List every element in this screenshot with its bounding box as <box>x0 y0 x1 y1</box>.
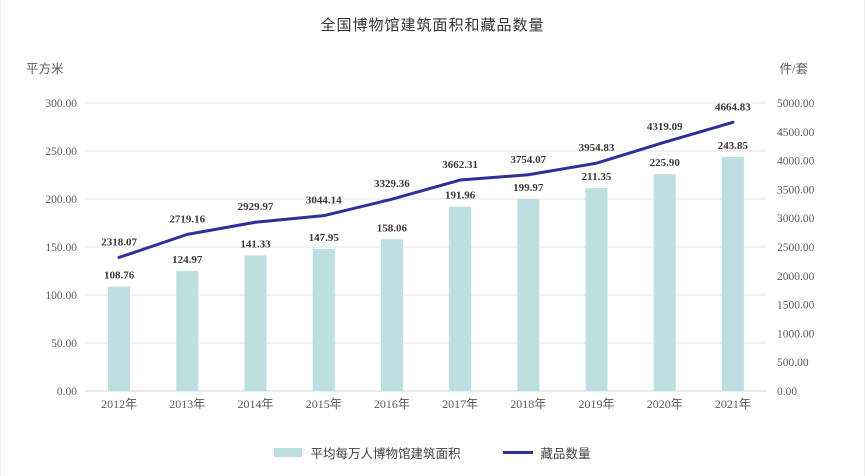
legend-swatch-line <box>502 451 533 454</box>
bar <box>653 174 676 391</box>
right-axis-tick-label: 3000.00 <box>777 213 815 225</box>
category-label: 2013年 <box>169 397 205 411</box>
bar-value-label: 225.90 <box>650 157 681 169</box>
category-label: 2016年 <box>374 397 410 411</box>
category-label: 2018年 <box>510 397 546 411</box>
category-label: 2012年 <box>101 397 137 411</box>
right-axis-tick-label: 4000.00 <box>777 156 815 168</box>
bar-value-label: 158.06 <box>377 222 408 234</box>
line-value-label: 3044.14 <box>306 195 342 207</box>
line-value-label: 4664.83 <box>715 101 751 113</box>
bar <box>517 199 540 391</box>
right-axis-tick-label: 3500.00 <box>777 184 815 196</box>
line-value-label: 3754.07 <box>510 154 546 166</box>
right-axis-tick-label: 1000.00 <box>777 328 815 340</box>
bar-value-label: 124.97 <box>172 254 203 266</box>
right-axis-tick-label: 1500.00 <box>777 300 815 312</box>
category-label: 2019年 <box>578 397 614 411</box>
bar-value-label: 108.76 <box>104 270 135 282</box>
category-label: 2015年 <box>306 397 342 411</box>
right-axis-tick-label: 4500.00 <box>777 127 815 139</box>
category-label: 2021年 <box>715 397 751 411</box>
bar <box>108 286 131 391</box>
line-value-label: 2318.07 <box>101 236 137 248</box>
bar <box>312 248 335 391</box>
bar-value-label: 191.96 <box>445 190 476 202</box>
legend-item-line: 藏品数量 <box>502 443 591 462</box>
bar <box>449 206 472 391</box>
left-axis-tick-label: 250.00 <box>45 146 77 158</box>
line-value-label: 3662.31 <box>442 159 478 171</box>
line-value-label: 3954.83 <box>579 142 615 154</box>
bar-value-label: 141.33 <box>240 238 271 250</box>
bar <box>380 239 403 391</box>
line-value-label: 4319.09 <box>647 121 683 133</box>
category-label: 2020年 <box>647 397 683 411</box>
right-axis-tick-label: 500.00 <box>777 357 809 369</box>
bar-value-label: 147.95 <box>309 232 340 244</box>
left-axis-tick-label: 50.00 <box>51 338 77 350</box>
right-axis-tick-label: 2500.00 <box>777 242 815 254</box>
bar <box>721 156 744 391</box>
legend-item-bar: 平均每万人博物馆建筑面积 <box>274 443 461 462</box>
bar <box>176 271 199 391</box>
right-axis-tick-label: 0.00 <box>777 386 797 398</box>
left-axis-unit-label: 平方米 <box>26 62 64 76</box>
line-value-label: 3329.36 <box>374 178 410 190</box>
right-axis-unit-label: 件/套 <box>779 62 808 76</box>
category-label: 2014年 <box>237 397 273 411</box>
left-axis-tick-label: 100.00 <box>45 290 77 302</box>
legend-label: 平均每万人博物馆建筑面积 <box>310 447 461 461</box>
left-axis-tick-label: 0.00 <box>57 386 77 398</box>
legend: 平均每万人博物馆建筑面积 藏品数量 <box>1 443 864 462</box>
category-label: 2017年 <box>442 397 478 411</box>
bar <box>244 255 267 391</box>
legend-label: 藏品数量 <box>540 447 591 461</box>
bar-value-label: 211.35 <box>582 171 612 183</box>
right-axis-tick-label: 2000.00 <box>777 271 815 283</box>
left-axis-tick-label: 150.00 <box>45 242 77 254</box>
line-value-label: 2929.97 <box>238 201 274 213</box>
right-axis-tick-label: 5000.00 <box>777 98 815 110</box>
bar <box>585 188 608 391</box>
line-series <box>117 120 735 259</box>
left-axis-tick-label: 300.00 <box>45 98 77 110</box>
legend-swatch-bar <box>274 448 303 457</box>
line-value-label: 2719.16 <box>169 213 205 225</box>
left-axis-tick-label: 200.00 <box>45 194 77 206</box>
bar-value-label: 199.97 <box>513 182 544 194</box>
bar-value-label: 243.85 <box>718 140 749 152</box>
chart-title: 全国博物馆建筑面积和藏品数量 <box>320 18 545 34</box>
